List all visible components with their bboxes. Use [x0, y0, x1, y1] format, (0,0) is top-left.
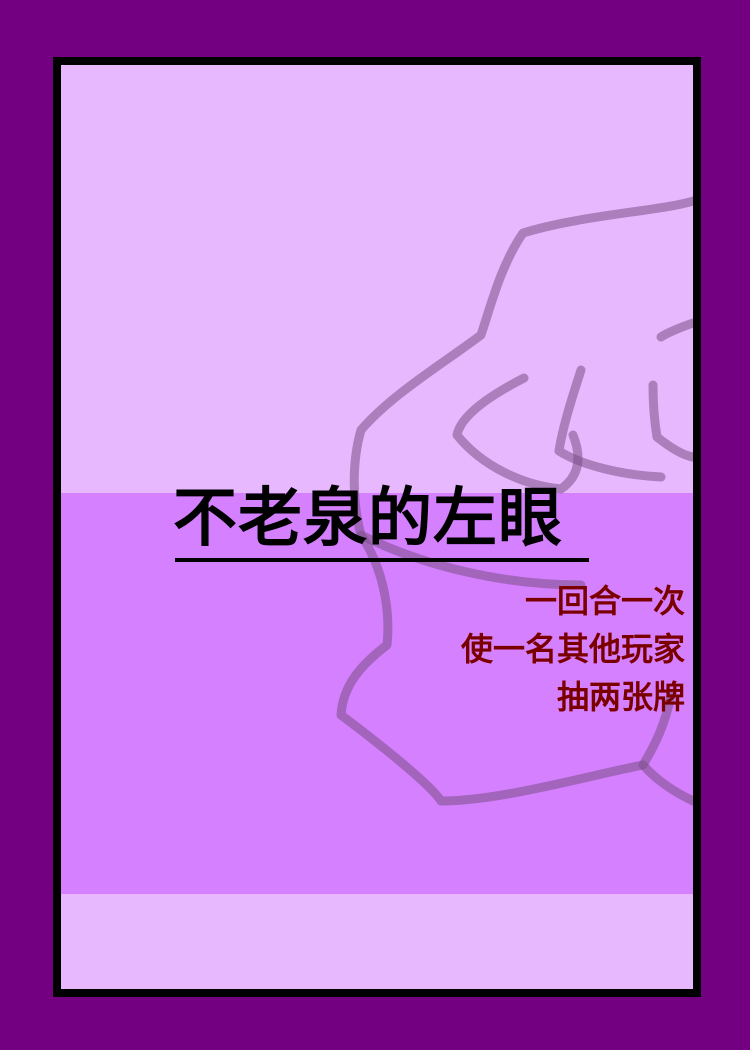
effect-line-1: 一回合一次: [524, 582, 685, 620]
effect-line-3: 抽两张牌: [556, 678, 685, 716]
card-title: 不老泉的左眼: [173, 482, 563, 556]
fist-drawing-icon: [336, 196, 693, 806]
title-underline: [175, 558, 589, 562]
card-effect-text: 一回合一次 使一名其他玩家 抽两张牌: [461, 577, 685, 721]
effect-line-2: 使一名其他玩家: [460, 630, 685, 668]
card[interactable]: 不老泉的左眼 一回合一次 使一名其他玩家 抽两张牌: [53, 57, 701, 997]
